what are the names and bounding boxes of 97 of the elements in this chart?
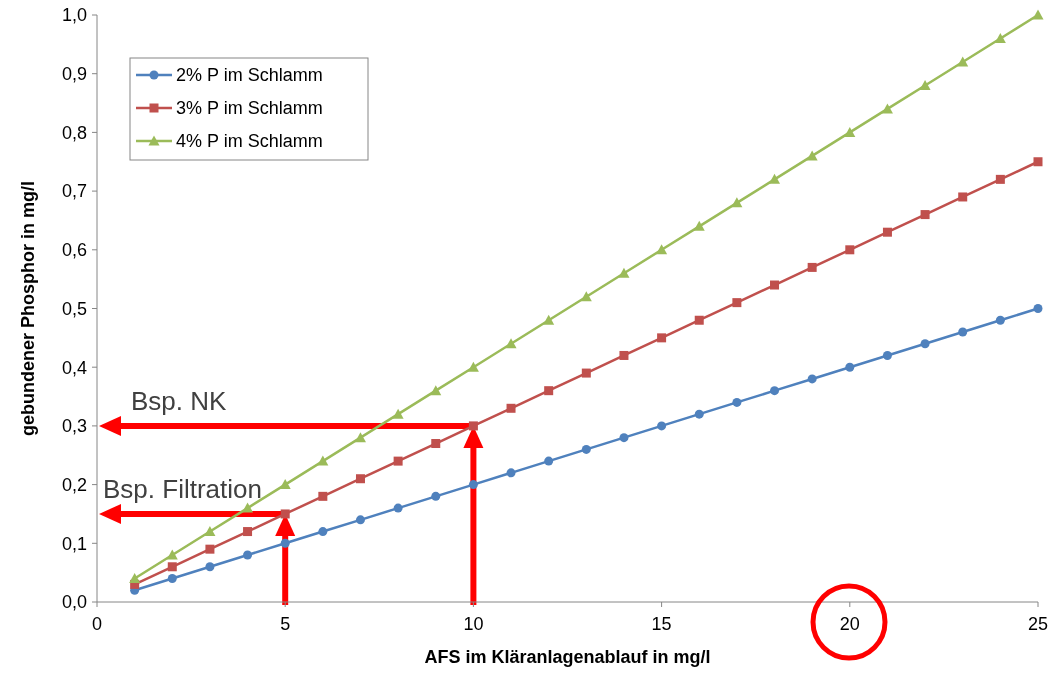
y-tick-label: 0,9 bbox=[61, 64, 87, 84]
point bbox=[544, 456, 554, 466]
x-tick-label: 20 bbox=[839, 614, 860, 634]
point bbox=[355, 474, 365, 484]
point bbox=[505, 338, 517, 349]
point bbox=[657, 421, 667, 431]
point bbox=[656, 244, 668, 255]
point bbox=[204, 526, 216, 537]
point bbox=[468, 480, 478, 490]
point bbox=[318, 491, 328, 501]
x-axis-title: AFS im Kläranlagenablauf in mg/l bbox=[424, 647, 711, 667]
point bbox=[1033, 304, 1043, 313]
point bbox=[580, 291, 592, 302]
point bbox=[544, 386, 554, 396]
point bbox=[431, 491, 441, 501]
point bbox=[1032, 9, 1044, 20]
point bbox=[467, 361, 479, 372]
point bbox=[581, 368, 591, 378]
y-axis-title: gebundener Phosphor in mg/l bbox=[18, 180, 38, 437]
point bbox=[279, 479, 291, 490]
point bbox=[845, 362, 855, 372]
point bbox=[205, 562, 215, 572]
point bbox=[506, 468, 516, 478]
y-tick-label: 1,0 bbox=[61, 5, 87, 26]
point bbox=[243, 550, 253, 560]
point bbox=[920, 339, 930, 349]
point bbox=[354, 432, 366, 443]
point bbox=[994, 32, 1006, 43]
x-tick-label: 5 bbox=[280, 614, 291, 634]
point bbox=[280, 509, 290, 519]
point bbox=[166, 549, 178, 560]
point bbox=[958, 327, 968, 337]
point bbox=[807, 262, 817, 272]
point bbox=[882, 350, 892, 360]
y-tick-label: 0,5 bbox=[61, 298, 87, 319]
point bbox=[205, 544, 215, 554]
y-tick-label: 0,0 bbox=[61, 592, 87, 613]
point bbox=[431, 439, 441, 449]
point bbox=[732, 298, 742, 308]
point bbox=[1033, 157, 1043, 167]
point bbox=[657, 333, 667, 343]
point bbox=[693, 220, 705, 231]
x-tick-label: 15 bbox=[651, 614, 672, 634]
point bbox=[242, 502, 254, 513]
legend-label: 2% P im Schlamm bbox=[176, 65, 323, 86]
annotation: Bsp. NK bbox=[131, 385, 228, 416]
point bbox=[506, 403, 516, 413]
y-tick-label: 0,6 bbox=[61, 240, 87, 261]
point bbox=[317, 455, 329, 466]
point bbox=[920, 210, 930, 220]
point bbox=[732, 397, 742, 407]
point bbox=[355, 515, 365, 525]
x-tick-label: 10 bbox=[463, 614, 484, 634]
point bbox=[881, 103, 893, 114]
point bbox=[995, 174, 1005, 184]
point bbox=[770, 280, 780, 290]
legend-label: 3% P im Schlamm bbox=[176, 98, 323, 119]
point bbox=[882, 227, 892, 237]
y-tick-label: 0,4 bbox=[61, 357, 87, 378]
point bbox=[619, 433, 629, 443]
point bbox=[806, 150, 818, 161]
legend-label: 4% P im Schlamm bbox=[176, 131, 323, 152]
y-tick-label: 0,1 bbox=[61, 533, 87, 554]
point bbox=[845, 245, 855, 255]
point bbox=[694, 315, 704, 325]
point bbox=[430, 385, 442, 396]
point bbox=[618, 267, 630, 278]
point bbox=[280, 538, 290, 548]
point bbox=[769, 173, 781, 184]
point bbox=[543, 314, 555, 325]
point bbox=[919, 79, 931, 90]
annotation: Bsp. Filtration bbox=[103, 473, 262, 504]
x-tick-label: 25 bbox=[1027, 614, 1049, 634]
point bbox=[770, 386, 780, 396]
point bbox=[468, 421, 478, 431]
point bbox=[995, 315, 1005, 325]
point bbox=[957, 56, 969, 67]
y-tick-label: 0,2 bbox=[61, 474, 87, 495]
point bbox=[393, 503, 403, 513]
point bbox=[619, 350, 629, 360]
point bbox=[731, 197, 743, 208]
point bbox=[958, 192, 968, 202]
point bbox=[392, 408, 404, 419]
point bbox=[581, 444, 591, 454]
point bbox=[694, 409, 704, 419]
point bbox=[243, 527, 253, 537]
point bbox=[167, 574, 177, 584]
x-tick-label: 0 bbox=[91, 614, 103, 634]
point bbox=[129, 573, 141, 584]
point bbox=[318, 527, 328, 537]
y-tick-label: 0,7 bbox=[61, 181, 87, 202]
point bbox=[167, 562, 177, 572]
y-tick-label: 0,8 bbox=[61, 122, 87, 143]
y-tick-label: 0,3 bbox=[61, 416, 87, 437]
point bbox=[844, 126, 856, 137]
point bbox=[807, 374, 817, 384]
point bbox=[393, 456, 403, 466]
